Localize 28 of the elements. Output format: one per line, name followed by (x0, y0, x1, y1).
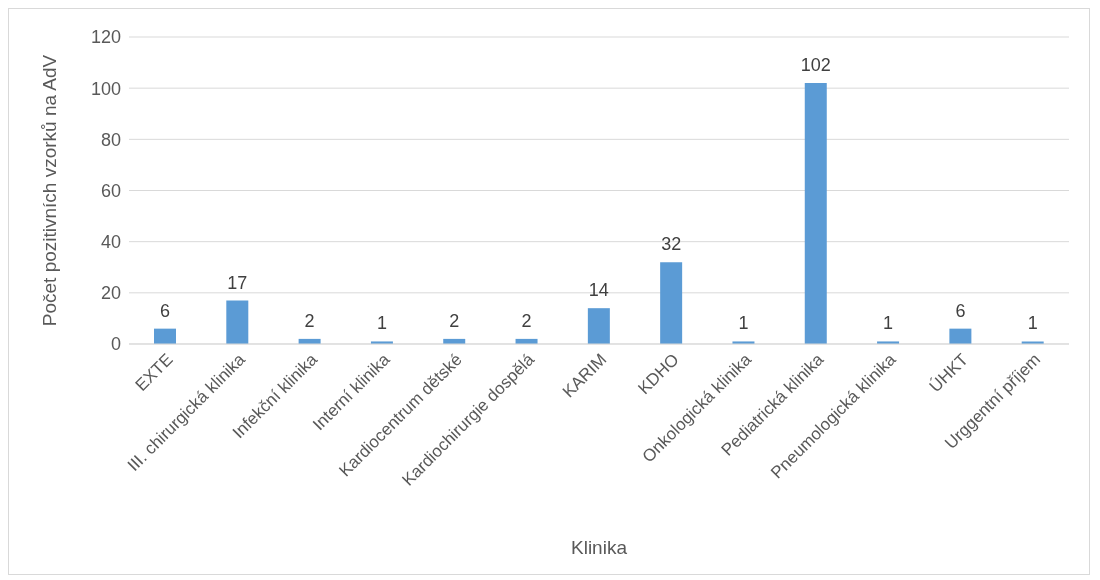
y-tick-label: 20 (100, 283, 121, 304)
data-label: 2 (304, 310, 315, 331)
y-tick-label: 60 (100, 180, 121, 201)
data-label: 14 (588, 280, 609, 301)
data-label: 6 (955, 300, 966, 321)
y-tick-label: 120 (90, 27, 121, 48)
y-tick-label: 0 (110, 334, 121, 355)
data-label: 17 (227, 272, 248, 293)
bar (804, 83, 827, 344)
x-axis-title: Klinika (571, 537, 628, 558)
bar (660, 262, 683, 344)
data-label: 1 (1027, 313, 1038, 334)
data-label: 1 (376, 313, 387, 334)
y-tick-label: 80 (100, 129, 121, 150)
y-tick-label: 40 (100, 232, 121, 253)
data-label: 2 (521, 310, 532, 331)
bar (587, 308, 610, 344)
y-axis-title: Počet pozitivních vzorků na AdV (38, 54, 60, 327)
data-label: 2 (449, 310, 460, 331)
data-label: 1 (883, 313, 894, 334)
data-label: 102 (800, 55, 831, 76)
data-label: 32 (661, 234, 682, 255)
bar (154, 328, 176, 344)
bar (226, 300, 249, 344)
bar (949, 328, 972, 344)
data-label: 6 (159, 300, 171, 321)
data-label: 1 (738, 313, 749, 334)
y-tick-label: 100 (90, 78, 121, 99)
